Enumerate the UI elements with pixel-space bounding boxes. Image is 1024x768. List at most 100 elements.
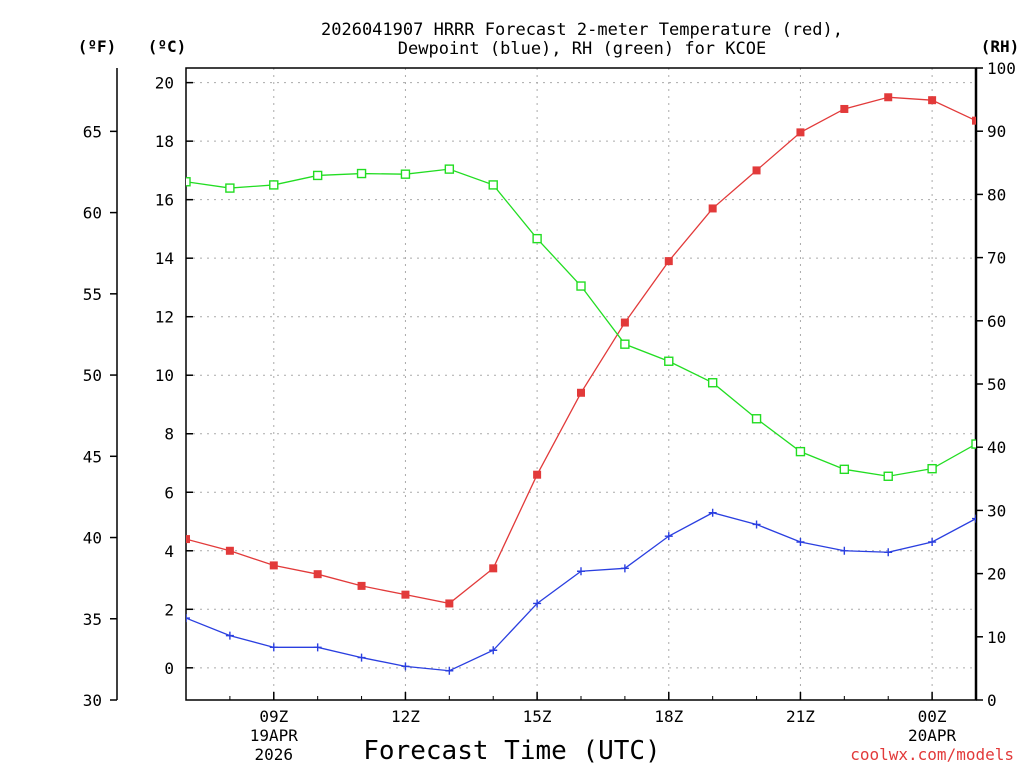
temperature-point	[533, 470, 542, 479]
temperature-point	[884, 93, 893, 102]
rh-point	[707, 378, 718, 388]
celsius-unit-label: (ºC)	[148, 37, 187, 56]
x-tick-label: 18Z	[654, 707, 683, 726]
dewpoint-point	[708, 508, 717, 517]
grid-layer	[186, 68, 976, 700]
fahrenheit-tick-label: 30	[83, 691, 102, 710]
rh-point	[444, 164, 455, 174]
temperature-point	[357, 581, 366, 590]
rh-unit-label: (RH)	[981, 37, 1020, 56]
rh-point	[356, 168, 367, 179]
dewpoint-point	[972, 514, 976, 523]
rh-point	[664, 356, 674, 366]
temperature-point	[840, 104, 849, 113]
temperature-point	[752, 166, 761, 175]
rh-point	[488, 180, 498, 190]
plot-frame	[185, 67, 977, 701]
fahrenheit-unit-label: (ºF)	[78, 37, 117, 56]
x-axis-title: Forecast Time (UTC)	[363, 736, 660, 766]
temperature-point	[489, 564, 498, 573]
rh-tick-label: 70	[987, 249, 1006, 268]
series-layer	[186, 93, 976, 675]
fahrenheit-tick-label: 65	[83, 122, 102, 141]
rh-point	[795, 446, 806, 457]
temperature-point	[972, 116, 976, 125]
temperature-point	[313, 570, 322, 579]
dewpoint-point	[884, 548, 893, 557]
fahrenheit-tick-label: 35	[83, 610, 102, 629]
dewpoint-point	[664, 532, 673, 541]
dewpoint-point	[796, 538, 805, 546]
rh-tick-label: 40	[987, 438, 1006, 457]
dewpoint-point	[445, 666, 454, 675]
dewpoint-point	[357, 653, 366, 662]
temperature-point	[401, 590, 410, 599]
celsius-tick-label: 14	[155, 249, 174, 268]
temperature-point	[269, 561, 278, 570]
celsius-tick-label: 12	[155, 308, 174, 327]
rh-tick-label: 0	[987, 691, 997, 710]
rh-tick-label: 100	[987, 59, 1016, 78]
temperature-point	[664, 257, 673, 266]
rh-point	[269, 180, 279, 190]
temperature-point	[796, 128, 805, 137]
rh-point	[186, 177, 191, 187]
celsius-tick-label: 8	[164, 425, 174, 444]
fahrenheit-tick-label: 60	[83, 204, 102, 223]
rh-tick-label: 50	[987, 375, 1006, 394]
dewpoint-point	[269, 643, 278, 652]
rh-point	[927, 463, 937, 474]
temperature-point	[928, 96, 937, 105]
chart-title-line2: Dewpoint (blue), RH (green) for KCOE	[398, 39, 766, 59]
rh-point	[883, 471, 893, 481]
rh-point	[751, 414, 762, 424]
dewpoint-point	[928, 538, 937, 546]
x-tick-label: 21Z	[786, 707, 815, 726]
x-tick-year: 2026	[255, 745, 294, 764]
rh-line	[186, 168, 976, 477]
dewpoint-point	[577, 567, 585, 576]
rh-point	[620, 339, 630, 349]
dewpoint-point	[620, 564, 629, 573]
celsius-tick-label: 0	[164, 659, 174, 678]
plot-area	[186, 93, 976, 675]
dewpoint-point	[186, 614, 190, 623]
rh-point	[400, 169, 411, 179]
rh-tick-label: 90	[987, 122, 1006, 141]
dewpoint-line	[186, 512, 976, 672]
rh-point	[576, 281, 586, 291]
temperature-point	[620, 318, 629, 327]
x-tick-label: 00Z	[918, 707, 947, 726]
rh-point	[312, 170, 323, 181]
rh-point	[839, 464, 850, 475]
temperature-line	[186, 96, 976, 605]
rh-tick-label: 10	[987, 628, 1006, 647]
celsius-tick-label: 10	[155, 366, 174, 385]
rh-point	[225, 183, 235, 193]
x-tick-label: 09Z	[259, 707, 288, 726]
celsius-tick-label: 4	[164, 542, 174, 561]
chart-title-line1: 2026041907 HRRR Forecast 2-meter Tempera…	[321, 20, 843, 40]
temperature-point	[225, 546, 234, 555]
temperature-point	[577, 388, 585, 397]
dewpoint-point	[533, 599, 542, 608]
dewpoint-point	[840, 546, 849, 555]
rh-tick-label: 30	[987, 501, 1006, 520]
x-tick-label: 15Z	[523, 707, 552, 726]
temperature-point	[708, 204, 717, 213]
celsius-tick-label: 2	[164, 600, 174, 619]
rh-tick-label: 80	[987, 185, 1006, 204]
dewpoint-point	[225, 631, 234, 640]
rh-point	[971, 439, 976, 449]
celsius-tick-label: 20	[155, 74, 174, 93]
x-tick-label: 12Z	[391, 707, 420, 726]
rh-tick-label: 20	[987, 565, 1006, 584]
rh-point	[532, 233, 542, 244]
celsius-tick-label: 6	[164, 483, 174, 502]
x-tick-date: 19APR	[250, 726, 299, 745]
fahrenheit-tick-label: 50	[83, 366, 102, 385]
dewpoint-point	[489, 646, 498, 655]
dewpoint-point	[313, 643, 322, 652]
